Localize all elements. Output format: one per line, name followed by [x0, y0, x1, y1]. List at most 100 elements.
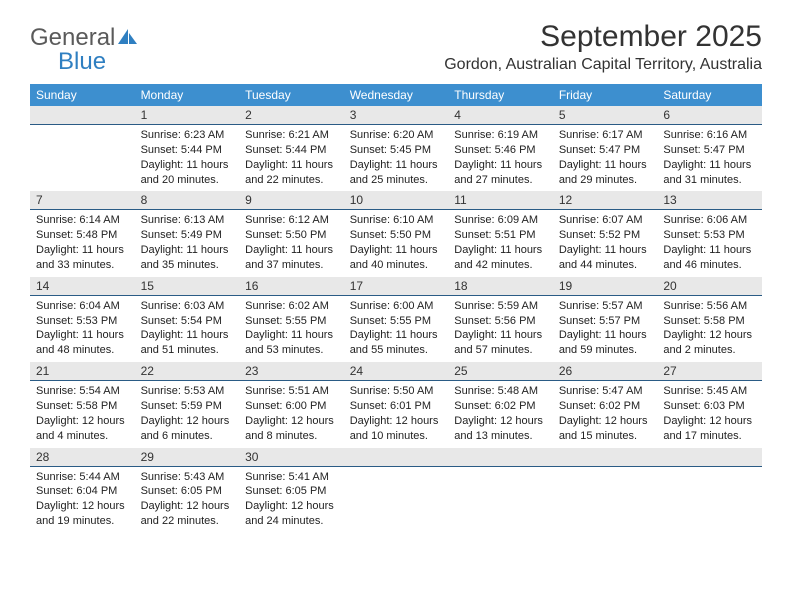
calendar-table: SundayMondayTuesdayWednesdayThursdayFrid… — [30, 84, 762, 533]
calendar-cell: 21Sunrise: 5:54 AMSunset: 5:58 PMDayligh… — [30, 362, 135, 447]
daycontent-empty — [448, 467, 553, 527]
title-block: September 2025 Gordon, Australian Capita… — [444, 20, 762, 74]
day-number: 10 — [344, 191, 449, 210]
day-number: 30 — [239, 448, 344, 467]
day-details: Sunrise: 5:43 AMSunset: 6:05 PMDaylight:… — [135, 467, 240, 533]
calendar-cell: 8Sunrise: 6:13 AMSunset: 5:49 PMDaylight… — [135, 191, 240, 276]
day-details: Sunrise: 6:12 AMSunset: 5:50 PMDaylight:… — [239, 210, 344, 276]
day-number: 22 — [135, 362, 240, 381]
day-header: Thursday — [448, 84, 553, 106]
day-details: Sunrise: 6:04 AMSunset: 5:53 PMDaylight:… — [30, 296, 135, 362]
day-details: Sunrise: 6:09 AMSunset: 5:51 PMDaylight:… — [448, 210, 553, 276]
day-number: 15 — [135, 277, 240, 296]
calendar-row: 28Sunrise: 5:44 AMSunset: 6:04 PMDayligh… — [30, 448, 762, 533]
calendar-cell: 27Sunrise: 5:45 AMSunset: 6:03 PMDayligh… — [657, 362, 762, 447]
calendar-cell — [344, 448, 449, 533]
calendar-cell — [30, 106, 135, 191]
day-number: 20 — [657, 277, 762, 296]
day-details: Sunrise: 6:02 AMSunset: 5:55 PMDaylight:… — [239, 296, 344, 362]
day-details: Sunrise: 6:19 AMSunset: 5:46 PMDaylight:… — [448, 125, 553, 191]
day-number: 25 — [448, 362, 553, 381]
day-number: 26 — [553, 362, 658, 381]
calendar-cell — [553, 448, 658, 533]
calendar-cell: 28Sunrise: 5:44 AMSunset: 6:04 PMDayligh… — [30, 448, 135, 533]
day-number: 29 — [135, 448, 240, 467]
calendar-cell: 10Sunrise: 6:10 AMSunset: 5:50 PMDayligh… — [344, 191, 449, 276]
day-details: Sunrise: 5:56 AMSunset: 5:58 PMDaylight:… — [657, 296, 762, 362]
day-number: 13 — [657, 191, 762, 210]
day-details: Sunrise: 6:17 AMSunset: 5:47 PMDaylight:… — [553, 125, 658, 191]
calendar-cell: 22Sunrise: 5:53 AMSunset: 5:59 PMDayligh… — [135, 362, 240, 447]
calendar-cell: 2Sunrise: 6:21 AMSunset: 5:44 PMDaylight… — [239, 106, 344, 191]
day-details: Sunrise: 5:59 AMSunset: 5:56 PMDaylight:… — [448, 296, 553, 362]
day-details: Sunrise: 5:50 AMSunset: 6:01 PMDaylight:… — [344, 381, 449, 447]
location: Gordon, Australian Capital Territory, Au… — [444, 56, 762, 74]
day-number: 19 — [553, 277, 658, 296]
day-header: Monday — [135, 84, 240, 106]
logo-word2: Blue — [58, 50, 106, 74]
daycontent-empty — [553, 467, 658, 527]
calendar-cell: 19Sunrise: 5:57 AMSunset: 5:57 PMDayligh… — [553, 277, 658, 362]
day-details: Sunrise: 6:13 AMSunset: 5:49 PMDaylight:… — [135, 210, 240, 276]
calendar-cell: 7Sunrise: 6:14 AMSunset: 5:48 PMDaylight… — [30, 191, 135, 276]
daybar-empty — [657, 448, 762, 467]
calendar-cell — [657, 448, 762, 533]
day-header: Wednesday — [344, 84, 449, 106]
daybar-empty — [344, 448, 449, 467]
day-number: 3 — [344, 106, 449, 125]
day-details: Sunrise: 5:47 AMSunset: 6:02 PMDaylight:… — [553, 381, 658, 447]
day-details: Sunrise: 5:53 AMSunset: 5:59 PMDaylight:… — [135, 381, 240, 447]
day-details: Sunrise: 6:14 AMSunset: 5:48 PMDaylight:… — [30, 210, 135, 276]
day-number: 1 — [135, 106, 240, 125]
logo: General Blue — [30, 26, 139, 74]
day-details: Sunrise: 6:07 AMSunset: 5:52 PMDaylight:… — [553, 210, 658, 276]
month-title: September 2025 — [444, 20, 762, 54]
day-number: 18 — [448, 277, 553, 296]
calendar-cell: 3Sunrise: 6:20 AMSunset: 5:45 PMDaylight… — [344, 106, 449, 191]
day-details: Sunrise: 5:41 AMSunset: 6:05 PMDaylight:… — [239, 467, 344, 533]
calendar-cell: 18Sunrise: 5:59 AMSunset: 5:56 PMDayligh… — [448, 277, 553, 362]
day-details: Sunrise: 5:48 AMSunset: 6:02 PMDaylight:… — [448, 381, 553, 447]
day-header-row: SundayMondayTuesdayWednesdayThursdayFrid… — [30, 84, 762, 106]
calendar-cell: 12Sunrise: 6:07 AMSunset: 5:52 PMDayligh… — [553, 191, 658, 276]
daybar-empty — [30, 106, 135, 125]
day-details: Sunrise: 6:20 AMSunset: 5:45 PMDaylight:… — [344, 125, 449, 191]
day-number: 11 — [448, 191, 553, 210]
day-number: 24 — [344, 362, 449, 381]
calendar-row: 14Sunrise: 6:04 AMSunset: 5:53 PMDayligh… — [30, 277, 762, 362]
day-number: 9 — [239, 191, 344, 210]
day-number: 8 — [135, 191, 240, 210]
day-number: 16 — [239, 277, 344, 296]
day-header: Friday — [553, 84, 658, 106]
header: General Blue September 2025 Gordon, Aust… — [30, 20, 762, 74]
day-details: Sunrise: 5:51 AMSunset: 6:00 PMDaylight:… — [239, 381, 344, 447]
day-details: Sunrise: 6:00 AMSunset: 5:55 PMDaylight:… — [344, 296, 449, 362]
day-details: Sunrise: 5:57 AMSunset: 5:57 PMDaylight:… — [553, 296, 658, 362]
daybar-empty — [448, 448, 553, 467]
calendar-cell: 4Sunrise: 6:19 AMSunset: 5:46 PMDaylight… — [448, 106, 553, 191]
calendar-cell: 23Sunrise: 5:51 AMSunset: 6:00 PMDayligh… — [239, 362, 344, 447]
daycontent-empty — [344, 467, 449, 527]
day-number: 12 — [553, 191, 658, 210]
day-number: 17 — [344, 277, 449, 296]
day-number: 27 — [657, 362, 762, 381]
day-number: 14 — [30, 277, 135, 296]
day-details: Sunrise: 6:03 AMSunset: 5:54 PMDaylight:… — [135, 296, 240, 362]
calendar-cell: 20Sunrise: 5:56 AMSunset: 5:58 PMDayligh… — [657, 277, 762, 362]
day-details: Sunrise: 6:06 AMSunset: 5:53 PMDaylight:… — [657, 210, 762, 276]
day-number: 2 — [239, 106, 344, 125]
calendar-cell: 15Sunrise: 6:03 AMSunset: 5:54 PMDayligh… — [135, 277, 240, 362]
logo-word1: General — [30, 24, 115, 51]
day-details: Sunrise: 5:44 AMSunset: 6:04 PMDaylight:… — [30, 467, 135, 533]
daycontent-empty — [657, 467, 762, 527]
calendar-row: 21Sunrise: 5:54 AMSunset: 5:58 PMDayligh… — [30, 362, 762, 447]
daybar-empty — [553, 448, 658, 467]
calendar-cell: 26Sunrise: 5:47 AMSunset: 6:02 PMDayligh… — [553, 362, 658, 447]
day-details: Sunrise: 6:23 AMSunset: 5:44 PMDaylight:… — [135, 125, 240, 191]
logo-sail-icon — [117, 27, 139, 50]
calendar-row: 1Sunrise: 6:23 AMSunset: 5:44 PMDaylight… — [30, 106, 762, 191]
calendar-cell: 24Sunrise: 5:50 AMSunset: 6:01 PMDayligh… — [344, 362, 449, 447]
calendar-cell: 5Sunrise: 6:17 AMSunset: 5:47 PMDaylight… — [553, 106, 658, 191]
calendar-cell — [448, 448, 553, 533]
day-number: 28 — [30, 448, 135, 467]
